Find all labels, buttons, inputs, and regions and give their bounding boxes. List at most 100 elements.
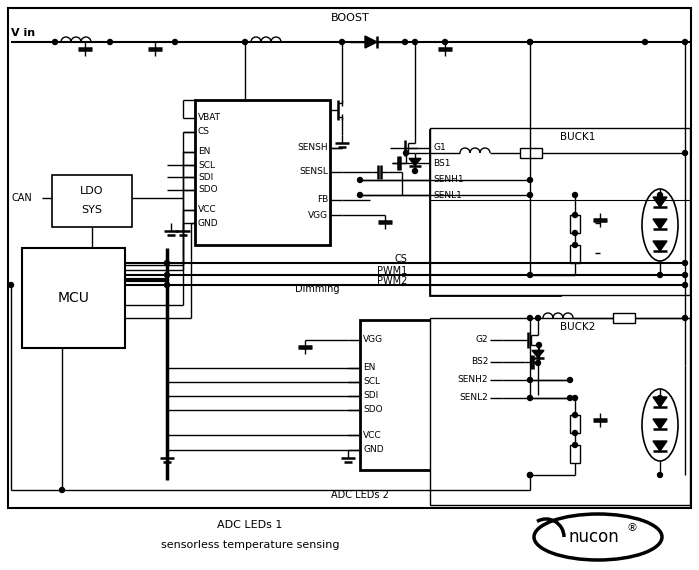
Text: MCU: MCU <box>57 291 89 305</box>
Bar <box>430 318 690 505</box>
Text: SDO: SDO <box>363 405 382 414</box>
Circle shape <box>164 283 169 287</box>
Bar <box>430 130 560 295</box>
Polygon shape <box>653 197 667 207</box>
Text: EN: EN <box>198 148 210 157</box>
Text: BUCK2: BUCK2 <box>560 322 596 332</box>
Circle shape <box>412 169 417 173</box>
Text: SENH1: SENH1 <box>433 176 463 185</box>
Text: sensorless temperature sensing: sensorless temperature sensing <box>161 540 339 550</box>
Text: GND: GND <box>198 218 219 227</box>
Text: CS: CS <box>198 128 210 136</box>
Text: VBAT: VBAT <box>198 113 221 123</box>
Text: ADC LEDs 1: ADC LEDs 1 <box>217 520 282 530</box>
Circle shape <box>164 260 169 266</box>
Circle shape <box>357 193 363 197</box>
Circle shape <box>52 39 57 44</box>
Text: VGG: VGG <box>363 336 383 344</box>
Circle shape <box>682 39 688 44</box>
Circle shape <box>403 39 408 44</box>
Circle shape <box>535 316 540 320</box>
Bar <box>430 128 690 295</box>
Text: SENSH: SENSH <box>297 144 328 153</box>
Circle shape <box>658 473 663 478</box>
Circle shape <box>528 473 533 478</box>
Circle shape <box>340 39 345 44</box>
Polygon shape <box>365 36 377 48</box>
Circle shape <box>537 343 542 348</box>
Circle shape <box>658 272 663 278</box>
Circle shape <box>682 316 688 320</box>
Circle shape <box>572 442 577 447</box>
Text: SDI: SDI <box>363 392 378 401</box>
Text: SYS: SYS <box>82 205 103 215</box>
Circle shape <box>59 487 64 492</box>
Circle shape <box>572 242 577 247</box>
Text: BUCK1: BUCK1 <box>560 132 596 142</box>
Circle shape <box>528 396 533 401</box>
Text: VGG: VGG <box>308 210 328 219</box>
Bar <box>613 313 635 323</box>
Circle shape <box>528 272 533 278</box>
Text: V in: V in <box>11 28 35 38</box>
Text: SENSL: SENSL <box>299 168 328 177</box>
Circle shape <box>642 39 647 44</box>
Circle shape <box>572 413 577 417</box>
Bar <box>52 175 132 227</box>
Circle shape <box>528 39 533 44</box>
Circle shape <box>572 213 577 218</box>
Circle shape <box>442 39 447 44</box>
Text: CS: CS <box>394 254 407 264</box>
Bar <box>195 100 330 245</box>
Circle shape <box>682 283 688 287</box>
Text: VCC: VCC <box>198 206 217 214</box>
Circle shape <box>568 396 572 401</box>
Text: SCL: SCL <box>363 377 380 386</box>
Circle shape <box>535 360 540 365</box>
Text: PWM1: PWM1 <box>377 266 407 276</box>
Text: G1: G1 <box>433 144 446 153</box>
Text: SENH2: SENH2 <box>458 376 488 385</box>
Polygon shape <box>532 351 544 357</box>
Circle shape <box>682 150 688 156</box>
Text: ADC LEDs 2: ADC LEDs 2 <box>331 490 389 500</box>
Text: FB: FB <box>317 196 328 205</box>
Polygon shape <box>653 419 667 429</box>
Circle shape <box>658 396 663 401</box>
Bar <box>8 8 691 508</box>
Text: CAN: CAN <box>11 193 31 203</box>
Circle shape <box>8 283 13 287</box>
Circle shape <box>682 260 688 266</box>
Circle shape <box>173 39 178 44</box>
Text: SENL1: SENL1 <box>433 190 462 200</box>
Circle shape <box>572 396 577 401</box>
Text: LDO: LDO <box>80 186 103 196</box>
Text: BS2: BS2 <box>470 357 488 367</box>
Circle shape <box>528 377 533 382</box>
Circle shape <box>528 39 533 44</box>
Circle shape <box>568 377 572 382</box>
Bar <box>570 215 580 233</box>
Circle shape <box>243 39 247 44</box>
Polygon shape <box>409 158 421 166</box>
Bar <box>570 445 580 463</box>
Circle shape <box>528 473 533 478</box>
Circle shape <box>528 193 533 197</box>
Polygon shape <box>653 219 667 229</box>
Circle shape <box>108 39 113 44</box>
Text: BOOST: BOOST <box>331 13 369 23</box>
Circle shape <box>572 193 577 197</box>
Circle shape <box>357 177 363 182</box>
Circle shape <box>572 230 577 235</box>
Text: VCC: VCC <box>363 430 382 439</box>
Polygon shape <box>653 441 667 451</box>
Text: PWM2: PWM2 <box>377 276 407 286</box>
Text: ®: ® <box>626 523 637 533</box>
Text: EN: EN <box>363 364 375 373</box>
Text: Dimming: Dimming <box>296 284 340 294</box>
Text: BS1: BS1 <box>433 158 450 168</box>
Text: SCL: SCL <box>198 161 215 169</box>
Polygon shape <box>653 397 667 407</box>
Bar <box>570 245 580 263</box>
Polygon shape <box>653 241 667 251</box>
